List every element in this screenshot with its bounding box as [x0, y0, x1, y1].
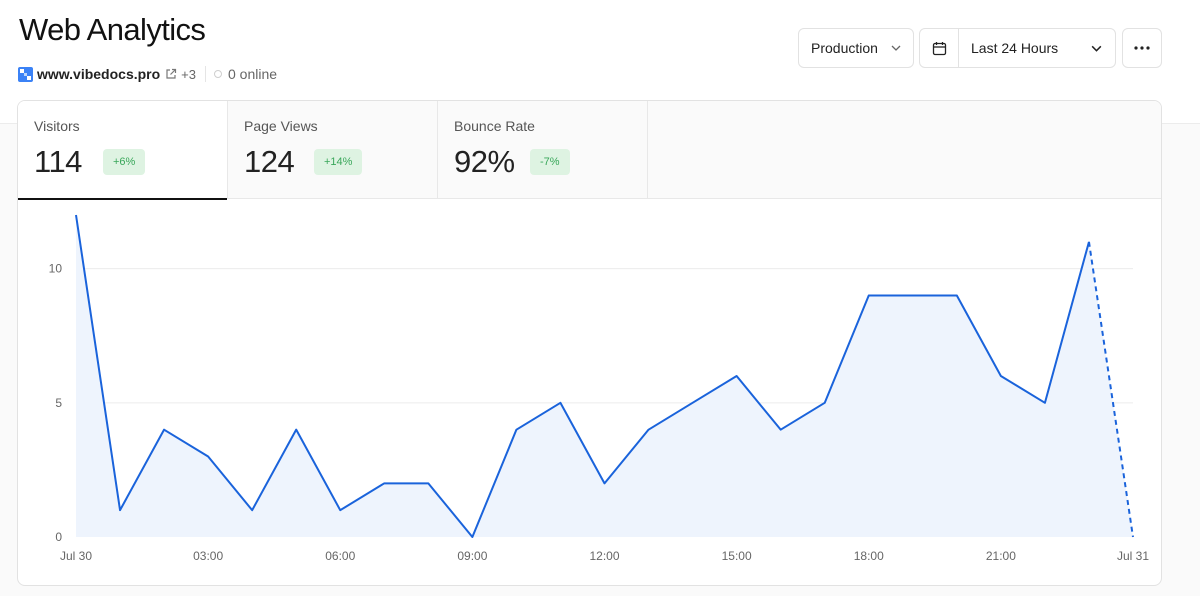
- more-options-button[interactable]: [1122, 28, 1162, 68]
- change-badge: -7%: [530, 149, 570, 175]
- x-tick-label: 06:00: [325, 549, 355, 563]
- more-horizontal-icon: [1134, 46, 1150, 50]
- chevron-down-icon: [891, 45, 901, 51]
- x-tick-label: 21:00: [986, 549, 1016, 563]
- x-tick-label: 03:00: [193, 549, 223, 563]
- tab-label: Page Views: [244, 118, 318, 134]
- environment-select[interactable]: Production: [798, 28, 914, 68]
- x-tick-label: 18:00: [854, 549, 884, 563]
- divider: [205, 66, 206, 82]
- change-badge: +14%: [314, 149, 363, 175]
- extra-sites-count[interactable]: +3: [181, 66, 196, 82]
- y-tick-label: 5: [55, 396, 62, 410]
- tab-visitors[interactable]: Visitors 114 +6%: [18, 101, 228, 200]
- x-tick-label: 15:00: [722, 549, 752, 563]
- tab-page-views[interactable]: Page Views 124 +14%: [228, 101, 438, 199]
- tab-bounce-rate[interactable]: Bounce Rate 92% -7%: [438, 101, 648, 199]
- change-badge: +6%: [103, 149, 146, 175]
- tab-value: 92%: [454, 144, 515, 179]
- visitors-chart: 0 5 10 Jul 30 03:00 06:00 09:00 12:00 15:00 18:00…: [18, 199, 1161, 585]
- online-count: 0 online: [228, 66, 278, 82]
- metric-tabs: Visitors 114 +6% Page Views 124 +14% Bou…: [18, 101, 1161, 200]
- page-title: Web Analytics: [19, 12, 206, 47]
- tab-label: Bounce Rate: [454, 118, 535, 134]
- visitors-chart-svg: 0 5 10 Jul 30 03:00 06:00 09:00 12:00 15:00 18:00…: [49, 214, 1149, 563]
- x-tick-label: Jul 30: [60, 549, 92, 563]
- site-info: www.vibedocs.pro +3 0 online: [18, 64, 277, 84]
- series-line-projected: [1087, 241, 1134, 538]
- y-tick-label: 10: [49, 262, 63, 276]
- date-range-label: Last 24 Hours: [971, 40, 1059, 56]
- x-tick-label: 12:00: [589, 549, 619, 563]
- site-link[interactable]: www.vibedocs.pro: [37, 66, 161, 82]
- online-status-dot: [214, 70, 222, 78]
- chevron-down-icon: [1091, 45, 1102, 52]
- tab-label: Visitors: [34, 118, 80, 134]
- series-line: [75, 214, 1090, 538]
- external-link-icon[interactable]: [165, 68, 177, 80]
- calendar-icon: [932, 41, 946, 55]
- tab-value: 114: [34, 144, 82, 179]
- x-tick-label: Jul 31: [1117, 549, 1149, 563]
- tab-value: 124: [244, 144, 295, 179]
- site-favicon-icon: [18, 66, 33, 82]
- environment-label: Production: [811, 40, 878, 56]
- x-tick-label: 09:00: [457, 549, 487, 563]
- analytics-card: Visitors 114 +6% Page Views 124 +14% Bou…: [17, 100, 1162, 586]
- date-range-select[interactable]: Last 24 Hours: [919, 28, 1116, 68]
- y-tick-label: 0: [55, 530, 62, 544]
- calendar-button[interactable]: [920, 29, 959, 67]
